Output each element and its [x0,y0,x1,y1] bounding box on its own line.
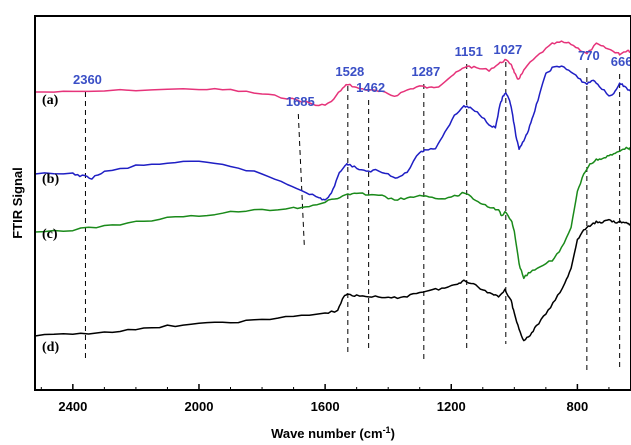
series-lines [34,40,631,342]
trace-labels: (a) (b) (c) (d) [42,93,59,355]
x-tick-label-2400: 2400 [58,399,87,414]
trace-label-a: (a) [42,93,59,108]
plot-frame [34,15,631,391]
x-tick-label-2000: 2000 [185,399,214,414]
x-axis-title-sup: -1 [383,425,391,435]
marker-line-1685 [297,113,305,247]
x-axis-title-close: ) [391,426,395,441]
y-axis-title: FTIR Signal [10,167,25,239]
peak-label-1287: 1287 [411,64,440,79]
x-tick-label-1200: 1200 [437,399,466,414]
peak-label-666: 666 [611,54,631,69]
x-axis-title: Wave number (cm-1) [271,425,395,441]
x-axis-ticks: 2400 2000 1600 1200 800 [40,384,610,414]
series-line-a [35,40,631,107]
peak-label-2360: 2360 [73,72,102,87]
peak-label-1685: 1685 [286,94,315,109]
x-tick-label-1600: 1600 [311,399,340,414]
series-line-b [34,65,631,201]
peak-label-1027: 1027 [493,42,522,57]
series-line-c [34,146,631,280]
x-axis-title-main: Wave number (cm [271,426,383,441]
trace-label-c: (c) [42,227,58,242]
x-tick-label-800: 800 [567,399,589,414]
peak-label-1528: 1528 [335,64,364,79]
peak-label-1462: 1462 [356,80,385,95]
trace-label-d: (d) [42,340,59,355]
trace-label-b: (b) [42,172,59,187]
peak-label-770: 770 [578,48,600,63]
series-line-d [34,218,631,342]
peak-label-1151: 1151 [455,44,483,59]
